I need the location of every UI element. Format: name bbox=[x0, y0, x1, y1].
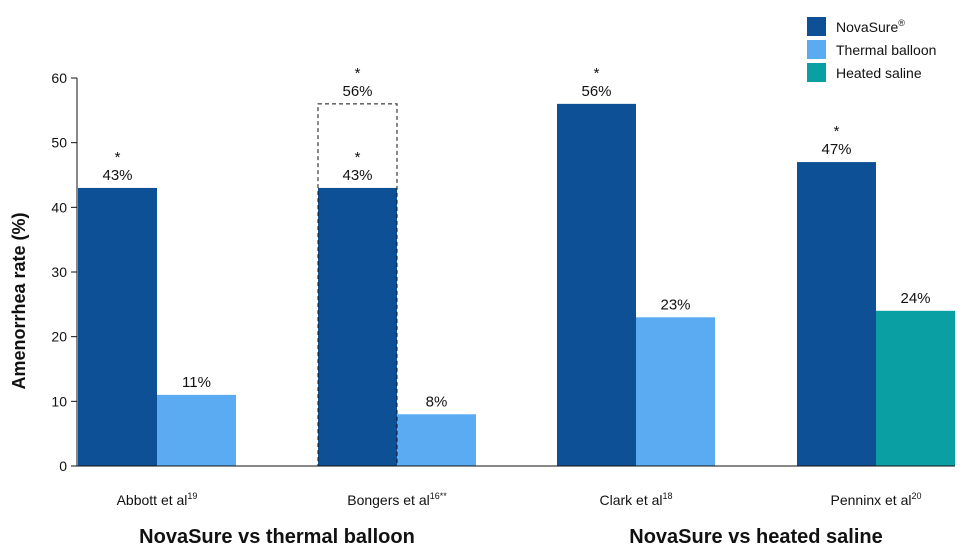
comparison-section-label: NovaSure vs heated saline bbox=[629, 526, 882, 548]
y-tick-label: 20 bbox=[51, 329, 67, 345]
significance-star: * bbox=[355, 149, 361, 166]
legend-label: Heated saline bbox=[836, 65, 922, 81]
y-axis: 0 10 20 30 40 50 60 bbox=[51, 70, 78, 474]
bar bbox=[797, 162, 876, 467]
legend-label: NovaSure® bbox=[836, 18, 905, 35]
bar-value-label: 24% bbox=[900, 290, 930, 307]
bar bbox=[397, 414, 476, 466]
bar-value-label: 8% bbox=[426, 393, 448, 410]
bar bbox=[78, 187, 157, 466]
y-tick-label: 0 bbox=[59, 458, 67, 474]
bar-value-label: 47% bbox=[821, 141, 851, 158]
study-label: Penninx et al20 bbox=[831, 491, 922, 508]
bar bbox=[318, 187, 397, 466]
significance-star: * bbox=[594, 65, 600, 82]
bar-value-label: 11% bbox=[182, 374, 211, 391]
x-axis: Abbott et al19 Bongers et al16** Clark et … bbox=[77, 465, 955, 548]
legend-label: Thermal balloon bbox=[836, 42, 936, 58]
bar bbox=[557, 103, 636, 466]
y-axis-title: Amenorrhea rate (%) bbox=[9, 212, 29, 389]
legend-swatch bbox=[807, 40, 826, 59]
bar-value-label: 43% bbox=[342, 167, 372, 184]
dashed-bar-value-label: 56% bbox=[342, 83, 372, 100]
bar bbox=[636, 317, 715, 466]
significance-star: * bbox=[115, 149, 121, 166]
bar-value-label: 56% bbox=[581, 83, 611, 100]
y-tick-label: 40 bbox=[51, 199, 67, 215]
comparison-section-label: NovaSure vs thermal balloon bbox=[139, 526, 415, 548]
bars: 43%*11%43%*8%56%*56%*23%47%*24% bbox=[78, 65, 955, 467]
legend: NovaSure® Thermal balloon Heated saline bbox=[807, 17, 936, 82]
study-label: Bongers et al16** bbox=[347, 491, 447, 508]
significance-star: * bbox=[355, 65, 361, 82]
study-label: Clark et al18 bbox=[599, 491, 672, 508]
legend-swatch bbox=[807, 63, 826, 82]
y-tick-label: 10 bbox=[51, 393, 67, 409]
y-tick-label: 50 bbox=[51, 135, 67, 151]
bar bbox=[876, 310, 955, 466]
study-label: Abbott et al19 bbox=[117, 491, 198, 508]
dashed-outline-bar bbox=[317, 103, 398, 467]
y-tick-label: 30 bbox=[51, 264, 67, 280]
bar-value-label: 43% bbox=[102, 167, 132, 184]
legend-swatch bbox=[807, 17, 826, 36]
bar bbox=[157, 394, 236, 466]
bar-value-label: 23% bbox=[660, 296, 690, 313]
significance-star: * bbox=[834, 123, 840, 140]
y-tick-label: 60 bbox=[51, 70, 67, 86]
